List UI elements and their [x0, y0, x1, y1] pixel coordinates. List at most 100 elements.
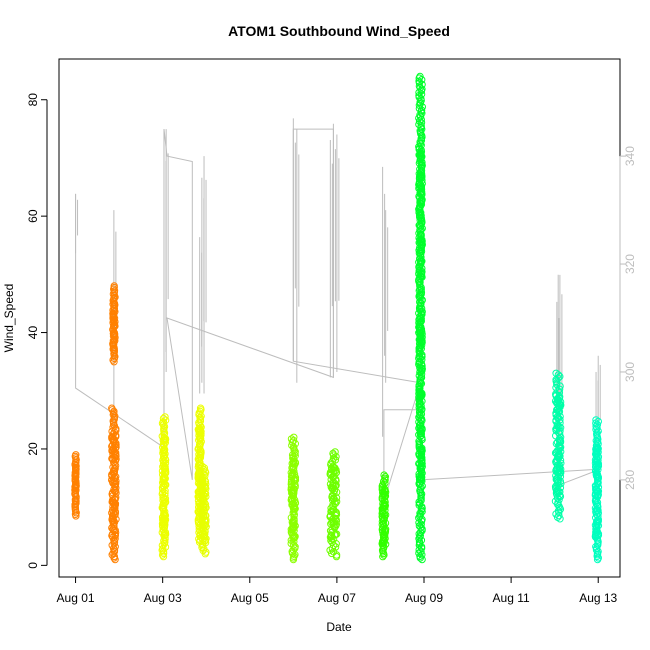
wind-speed-point [72, 512, 80, 520]
wind-speed-point [200, 516, 209, 524]
wind-speed-point [417, 136, 426, 145]
wind-speed-point [415, 385, 424, 393]
wind-speed-point [418, 338, 426, 347]
wind-speed-point [71, 460, 80, 468]
wind-speed-point [108, 447, 116, 455]
wind-speed-point [594, 462, 603, 470]
wind-speed-point [553, 465, 562, 473]
wind-speed-point [417, 225, 425, 234]
wind-speed-point [159, 474, 167, 482]
wind-speed-point [555, 385, 564, 393]
wind-speed-point [329, 494, 338, 502]
wind-speed-point [202, 535, 210, 543]
wind-speed-point [198, 476, 206, 485]
wind-speed-cluster [415, 72, 426, 564]
wind-speed-point [331, 498, 339, 506]
wind-speed-point [417, 270, 425, 278]
wind-speed-point [111, 543, 119, 551]
wind-speed-point [593, 448, 601, 456]
wind-speed-point [416, 200, 425, 208]
wind-speed-point [160, 482, 168, 490]
wind-speed-point [416, 400, 424, 408]
wind-speed-point [111, 526, 119, 534]
wind-speed-point [417, 334, 425, 343]
wind-speed-point [417, 445, 425, 454]
wind-speed-point [418, 446, 426, 454]
wind-speed-point [287, 476, 296, 484]
wind-speed-point [195, 429, 203, 437]
wind-speed-point [416, 314, 424, 323]
wind-speed-point [327, 475, 335, 484]
wind-speed-point [416, 216, 424, 225]
wind-speed-point [328, 507, 336, 516]
wind-speed-point [332, 466, 340, 474]
wind-speed-point [332, 552, 341, 561]
wind-speed-point [415, 479, 423, 488]
wind-speed-point [110, 300, 119, 309]
wind-speed-point [111, 531, 119, 539]
wind-speed-point [416, 364, 424, 373]
wind-speed-point [553, 413, 561, 421]
wind-speed-point [160, 446, 169, 454]
wind-speed-point [556, 438, 565, 446]
wind-speed-point [290, 505, 298, 514]
wind-speed-point [556, 392, 564, 401]
wind-speed-point [197, 412, 205, 420]
wind-speed-point [594, 460, 602, 468]
wind-speed-point [593, 444, 602, 452]
wind-speed-cluster [591, 416, 603, 564]
wind-speed-point [110, 487, 119, 495]
wind-speed-point [555, 422, 563, 430]
wind-speed-point [109, 478, 117, 486]
wind-speed-point [557, 459, 565, 467]
wind-speed-point [160, 540, 169, 548]
wind-speed-point [71, 501, 79, 509]
wind-speed-point [161, 459, 170, 467]
y2-tick-label: 340 [623, 146, 637, 166]
wind-speed-point [418, 424, 426, 432]
wind-speed-point [332, 482, 340, 490]
x-tick-label: Aug 07 [318, 591, 356, 605]
wind-speed-point [328, 516, 336, 524]
wind-speed-point [553, 447, 561, 455]
wind-speed-point [158, 504, 167, 512]
wind-speed-point [71, 486, 79, 494]
y-axis-label: Wind_Speed [2, 284, 16, 353]
wind-speed-point [160, 515, 168, 523]
wind-speed-point [593, 517, 601, 525]
wind-speed-point [71, 472, 80, 481]
wind-speed-point [593, 555, 602, 564]
wind-speed-point [418, 172, 426, 181]
wind-speed-point [199, 506, 207, 514]
wind-speed-point [593, 552, 601, 560]
wind-speed-point [415, 450, 423, 458]
wind-speed-point [415, 530, 423, 538]
wind-speed-cluster [551, 369, 565, 523]
wind-speed-point [112, 451, 120, 459]
wind-speed-point [199, 501, 207, 509]
wind-speed-point [108, 496, 117, 504]
wind-speed-point [415, 234, 423, 242]
wind-speed-point [158, 551, 167, 559]
wind-speed-point [159, 549, 168, 558]
wind-speed-point [415, 208, 423, 217]
x-tick-label: Aug 13 [579, 591, 617, 605]
wind-speed-point [159, 504, 168, 513]
wind-speed-point [196, 448, 204, 456]
y-tick-label: 80 [26, 93, 40, 107]
x-axis-label: Date [326, 620, 352, 634]
wind-speed-point [417, 290, 425, 298]
wind-speed-point [417, 260, 425, 268]
wind-speed-point [417, 286, 425, 294]
wind-speed-point [381, 476, 389, 484]
wind-speed-point [160, 495, 169, 504]
wind-speed-point [416, 405, 424, 413]
wind-speed-point [160, 499, 168, 507]
wind-speed-point [291, 504, 299, 513]
wind-speed-point [330, 522, 338, 531]
chart-title: ATOM1 Southbound Wind_Speed [228, 23, 450, 39]
wind-speed-point [555, 442, 563, 450]
wind-speed-point [159, 494, 167, 502]
wind-speed-point [110, 358, 118, 366]
